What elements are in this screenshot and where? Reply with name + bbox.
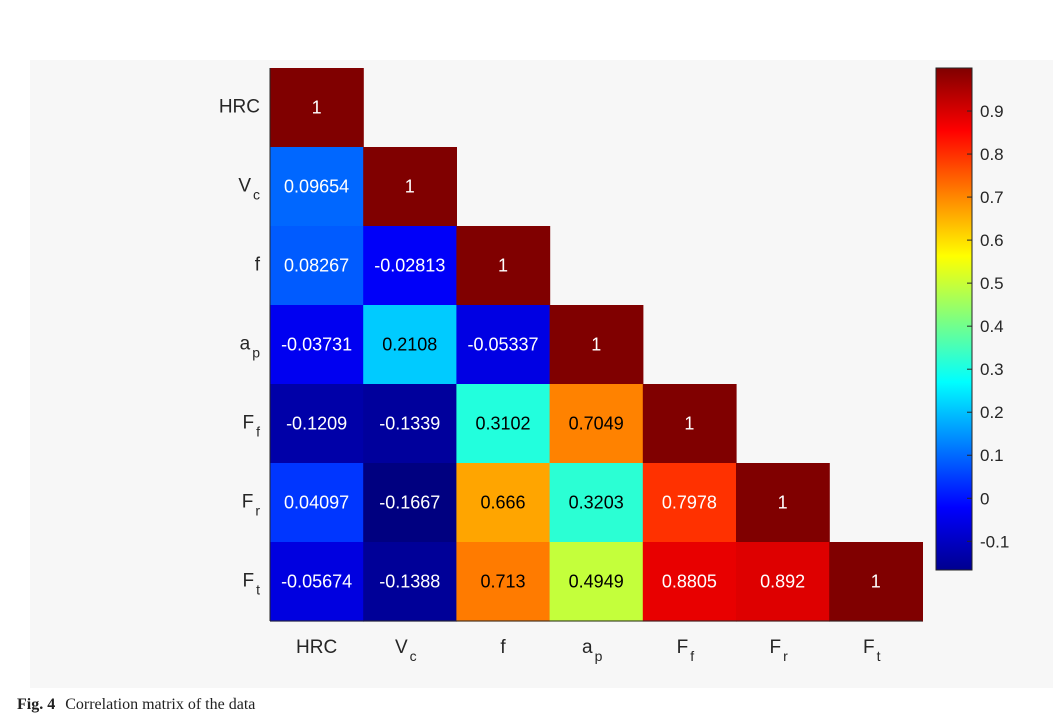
cell-value-label: -0.03731 [281, 335, 352, 355]
heatmap-cell [736, 463, 830, 543]
cell-value-label: 0.8805 [662, 572, 717, 592]
cell-value-label: 0.7049 [569, 414, 624, 434]
colorbar-gradient [935, 67, 973, 571]
heatmap-cell [270, 384, 364, 464]
colorbar-tick-label: 0.5 [980, 274, 1004, 293]
heatmap-cell [642, 542, 737, 622]
figure-caption: Fig. 4 Correlation matrix of the data [17, 696, 255, 714]
cell-value-label: -0.1339 [379, 414, 440, 434]
heatmap-cell [456, 384, 551, 464]
x-tick-label: f [500, 637, 506, 658]
heatmap-cell [456, 226, 551, 306]
heatmap-cell [829, 542, 923, 622]
heatmap-cell [270, 147, 364, 227]
heatmap-cell [363, 542, 457, 622]
colorbar-tick-label: 0.7 [980, 188, 1004, 207]
cell-value-label: 0.09654 [284, 177, 349, 197]
heatmap-cell [270, 226, 364, 306]
figure-panel: 1 0.09654 1 0.08267 -0.02813 1 -0.03731 0.2108 -… [30, 60, 1053, 688]
colorbar-tick-label: 0.8 [980, 145, 1004, 164]
heatmap-cell [363, 226, 457, 306]
colorbar-tick-label: 0.9 [980, 102, 1004, 121]
heatmap-cell [736, 542, 830, 622]
cell-value-label: 1 [871, 572, 881, 592]
cell-value-label: 1 [498, 256, 508, 276]
cell-value-label: 0.08267 [284, 256, 349, 276]
heatmap-axes: HRC HRC V c V c f f a p a p F f F f F r F r F t F t [219, 68, 923, 664]
colorbar-tick-label: -0.1 [980, 532, 1009, 551]
heatmap-cell [549, 384, 644, 464]
y-tick-label: HRC [219, 97, 260, 118]
heatmap-cell [363, 147, 457, 227]
cell-value-label: 1 [312, 98, 322, 118]
cell-value-label: -0.1209 [286, 414, 347, 434]
heatmap-cell [456, 305, 551, 385]
cell-value-label: 1 [591, 335, 601, 355]
cell-value-label: 0.7978 [662, 493, 717, 513]
heatmap-cell [549, 305, 644, 385]
cell-value-label: -0.02813 [374, 256, 445, 276]
heatmap-cell [456, 542, 551, 622]
cell-value-label: -0.1667 [379, 493, 440, 513]
heatmap-cell [270, 463, 364, 543]
heatmap-cell [363, 384, 457, 464]
heatmap-cell [270, 305, 364, 385]
colorbar-tick-label: 0 [980, 489, 989, 508]
heatmap-cell [642, 463, 737, 543]
cell-value-label: 0.713 [480, 572, 525, 592]
heatmap-cell [549, 542, 644, 622]
heatmap-cell [642, 384, 737, 464]
cell-value-label: 0.04097 [284, 493, 349, 513]
cell-value-label: 1 [778, 493, 788, 513]
heatmap-cell [456, 463, 551, 543]
cell-value-label: 0.892 [760, 572, 805, 592]
colorbar-tick-label: 0.1 [980, 446, 1004, 465]
caption-text: Correlation matrix of the data [65, 696, 256, 713]
cell-value-label: -0.05674 [281, 572, 352, 592]
cell-value-label: 0.666 [480, 493, 525, 513]
colorbar-tick-label: 0.6 [980, 231, 1004, 250]
heatmap-cell [363, 305, 457, 385]
heatmap-cell [549, 463, 644, 543]
cell-value-label: 0.4949 [569, 572, 624, 592]
heatmap-cells: 1 0.09654 1 0.08267 -0.02813 1 -0.03731 0.2108 -… [270, 68, 923, 622]
colorbar: -0.1 0 0.1 0.2 0.3 0.4 0.5 0.6 0.7 0.8 0.9 [935, 67, 1009, 571]
colorbar-tick-label: 0.3 [980, 360, 1004, 379]
caption-label: Fig. 4 [17, 696, 56, 713]
x-tick-label: HRC [296, 637, 337, 658]
cell-value-label: -0.1388 [379, 572, 440, 592]
colorbar-tick-label: 0.4 [980, 317, 1004, 336]
y-tick-label: f [255, 255, 261, 276]
cell-value-label: 1 [684, 414, 694, 434]
heatmap-cell [270, 68, 364, 148]
cell-value-label: 0.3102 [475, 414, 530, 434]
cell-value-label: -0.05337 [467, 335, 538, 355]
cell-value-label: 1 [405, 177, 415, 197]
cell-value-label: 0.3203 [569, 493, 624, 513]
cell-value-label: 0.2108 [382, 335, 437, 355]
heatmap-cell [270, 542, 364, 622]
colorbar-tick-label: 0.2 [980, 403, 1004, 422]
heatmap-cell [363, 463, 457, 543]
correlation-heatmap: 1 0.09654 1 0.08267 -0.02813 1 -0.03731 0.2108 -… [219, 67, 1009, 664]
